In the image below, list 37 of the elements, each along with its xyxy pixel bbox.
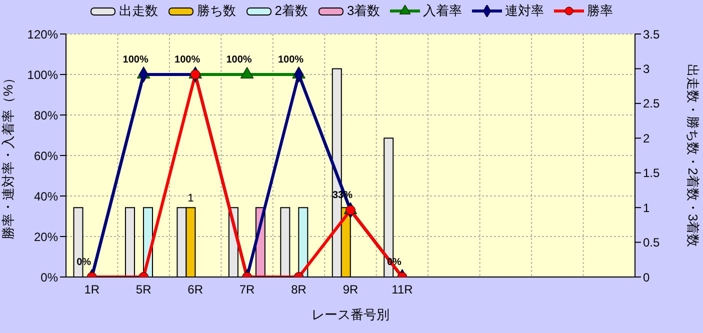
y2-tick-label: 2.5 — [643, 96, 660, 111]
y2-tick-label: 0.5 — [643, 236, 660, 250]
y2-tick-label: 0 — [643, 270, 650, 284]
x-tick-label: 11R — [392, 282, 414, 297]
data-label: 100% — [226, 54, 252, 66]
x-tick-label: 5R — [136, 282, 152, 297]
legend-label: 勝率 — [587, 2, 614, 20]
y2-tick-label: 3 — [643, 62, 650, 76]
y2-tick-label: 1.5 — [643, 166, 660, 180]
y2-tick-label: 3.5 — [643, 27, 660, 42]
data-label: 100% — [122, 54, 148, 66]
y-tick-label: 80% — [34, 108, 58, 122]
y-tick-label: 100% — [27, 68, 58, 82]
y2-tick-label: 1 — [643, 200, 650, 215]
data-label: 1 — [188, 192, 194, 205]
x-tick-label: 6R — [188, 282, 204, 297]
legend-label: 勝ち数 — [196, 2, 236, 20]
y2-tick-label: 2 — [643, 131, 650, 146]
x-tick-label: 1R — [84, 282, 100, 297]
legend-label: 出走数 — [118, 2, 158, 20]
legend-label: 2着数 — [274, 2, 308, 20]
y2-axis-title: 出走数・勝ち数・2着数・3着数 — [685, 64, 700, 248]
x-axis-title: レース番号別 — [312, 307, 390, 322]
data-label: 100% — [174, 54, 200, 66]
x-tick-label: 8R — [291, 282, 307, 297]
y-tick-label: 20% — [34, 230, 58, 244]
x-tick-label: 7R — [239, 282, 256, 297]
x-tick-label: 9R — [342, 282, 358, 297]
legend-label: 入着率 — [423, 2, 462, 20]
y-tick-label: 40% — [34, 189, 58, 204]
y-tick-label: 0% — [40, 270, 58, 284]
legend-label: 連対率 — [505, 2, 544, 20]
y-tick-label: 120% — [27, 27, 58, 42]
y-axis-title: 勝率・連対率・入着率（%） — [0, 72, 16, 240]
legend-label: 3着数 — [347, 2, 380, 20]
y-tick-label: 60% — [34, 148, 58, 163]
data-label: 100% — [278, 54, 304, 66]
